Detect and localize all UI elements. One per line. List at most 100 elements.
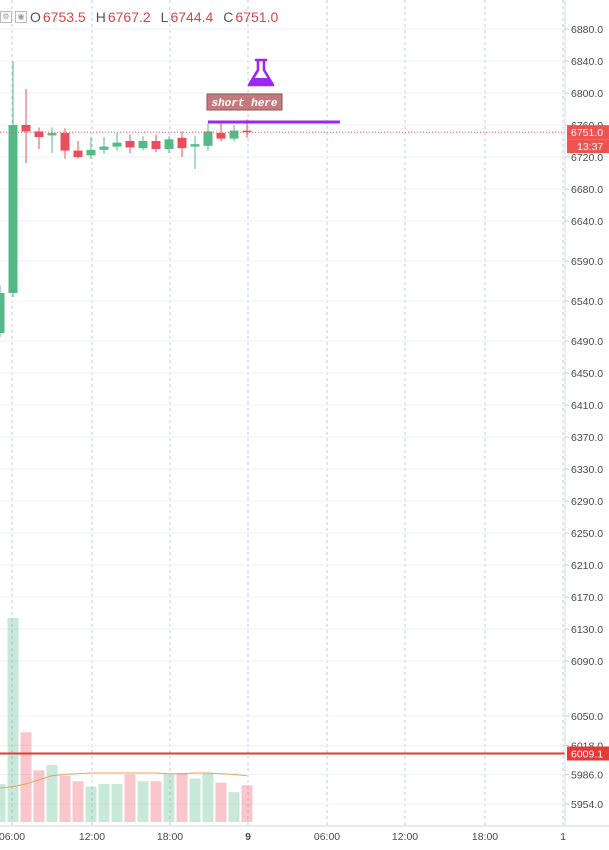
volume-bar: [46, 764, 58, 822]
price-tick-label: 6090.0: [571, 656, 603, 668]
annotation-label-box: [206, 93, 283, 111]
volume-bar: [33, 770, 45, 822]
candle-body: [125, 141, 135, 148]
price-tick-label: 6330.0: [571, 464, 603, 476]
flask-icon: [247, 58, 275, 87]
candle-body: [216, 133, 226, 139]
price-tick-label: 6720.0: [571, 152, 603, 164]
volume-bar: [111, 783, 123, 822]
flask-liquid: [250, 78, 272, 84]
low-label: L: [160, 9, 169, 25]
close-value: 6751.0: [235, 9, 279, 25]
eye-icon[interactable]: ◉: [15, 11, 27, 23]
candles: [0, 61, 252, 337]
candle-body: [151, 141, 161, 149]
time-tick-label: 12:00: [392, 831, 418, 843]
price-tick-label: 6640.0: [571, 216, 603, 228]
candle-body: [177, 137, 187, 149]
volume-bar: [150, 781, 162, 822]
volume-bar: [7, 618, 19, 822]
volume-bar: [20, 732, 32, 822]
price-tick-label: 6370.0: [571, 432, 603, 444]
time-tick-label: 06:00: [314, 831, 340, 843]
last-price-badge-text: 6751.0: [571, 127, 603, 139]
price-tick-label: 5986.0: [571, 770, 603, 782]
volume-bar: [176, 773, 188, 822]
volume-pane: [0, 618, 253, 822]
price-tick-label: 6540.0: [571, 296, 603, 308]
countdown-badge: [567, 139, 609, 154]
candle-body: [73, 150, 83, 157]
price-tick-label: 6450.0: [571, 368, 603, 380]
price-tick-label: 6800.0: [571, 88, 603, 100]
candle-body: [86, 149, 96, 156]
price-tick-label: 5954.0: [571, 799, 603, 811]
price-tick-label: 6490.0: [571, 336, 603, 348]
candle-body: [47, 133, 57, 136]
candle-body: [242, 130, 252, 133]
volume-bar: [98, 783, 110, 822]
candle-body: [190, 144, 200, 147]
time-tick-label: 18:00: [472, 831, 498, 843]
time-tick-label: 9: [245, 831, 251, 843]
open-label: O: [30, 9, 41, 25]
volume-bar: [137, 781, 149, 822]
high-label: H: [95, 9, 106, 25]
open-value: 6753.5: [42, 9, 86, 25]
price-tick-label: 6130.0: [571, 624, 603, 636]
candle-body: [99, 146, 109, 150]
annotation-label-text: short here: [211, 98, 277, 110]
candle-body: [34, 131, 44, 137]
price-axis[interactable]: 6880.06840.06800.06760.06720.06680.06640…: [564, 0, 609, 826]
low-value: 6744.4: [170, 9, 214, 25]
volume-bar: [59, 775, 71, 822]
close-label: C: [223, 9, 234, 25]
settings-icon[interactable]: ⚙: [0, 11, 12, 23]
volume-bar: [163, 774, 175, 822]
candle-body: [229, 130, 239, 139]
volume-bar: [124, 774, 136, 822]
countdown-badge-text: 13:37: [577, 141, 603, 153]
last-price-badge: [567, 125, 609, 140]
horizontal-line-badge-text: 6009.1: [571, 748, 603, 760]
ohlc-legend: ⚙ ◉ O 6753.5 H 6767.2 L 6744.4 C 6751.0: [0, 8, 288, 26]
volume-bar: [85, 786, 97, 822]
time-tick-label: 18:00: [157, 831, 183, 843]
price-tick-label: 6250.0: [571, 528, 603, 540]
price-tick-label: 6680.0: [571, 184, 603, 196]
candle-body: [164, 139, 174, 149]
chart-grid: [0, 0, 565, 826]
price-tick-label: 6210.0: [571, 560, 603, 572]
horizontal-line-badge: [567, 746, 609, 761]
time-tick-label: 1: [560, 831, 566, 843]
volume-bar: [0, 783, 6, 822]
price-tick-label: 6840.0: [571, 56, 603, 68]
price-tick-label: 6410.0: [571, 400, 603, 412]
candle-body: [8, 125, 18, 293]
price-tick-label: 6290.0: [571, 496, 603, 508]
high-value: 6767.2: [107, 9, 151, 25]
price-tick-label: 6880.0: [571, 24, 603, 36]
price-tick-label: 6050.0: [571, 711, 603, 723]
volume-bar: [72, 781, 84, 822]
volume-bar: [189, 778, 201, 822]
time-tick-label: 06:00: [0, 831, 25, 843]
candle-body: [203, 131, 213, 146]
drawing-annotation[interactable]: short here: [0, 58, 565, 755]
candle-body: [60, 133, 70, 151]
time-axis[interactable]: 06:00 12:00 18:00 9 06:00 12:00 18:00 1: [0, 825, 609, 843]
candle-body: [138, 141, 148, 149]
price-tick-label: 6170.0: [571, 592, 603, 604]
volume-bar: [202, 773, 214, 822]
volume-bar: [228, 792, 240, 822]
price-tick-label: 6590.0: [571, 256, 603, 268]
flask-outline: [247, 58, 275, 87]
volume-ma-line: [0, 772, 248, 789]
candle-body: [0, 293, 5, 333]
candle-body: [21, 125, 31, 132]
candle-body: [112, 142, 122, 147]
time-tick-label: 12:00: [79, 831, 105, 843]
volume-bar: [215, 782, 227, 822]
volume-bar: [241, 785, 253, 822]
